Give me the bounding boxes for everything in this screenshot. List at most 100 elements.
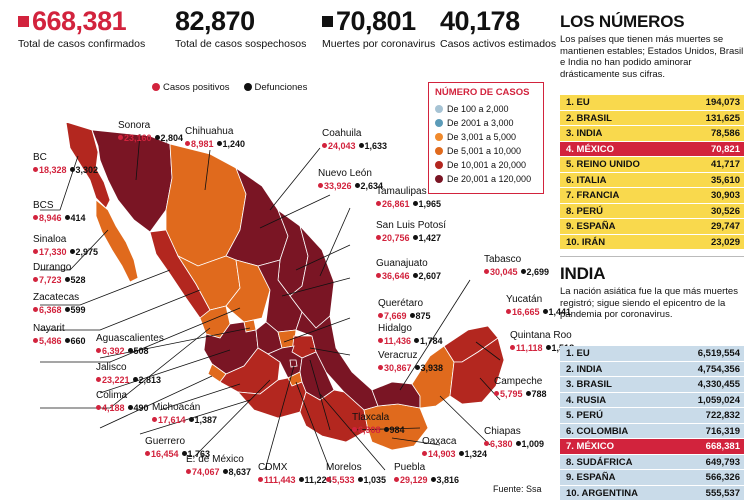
death-dot-icon	[69, 249, 75, 254]
range-dot-icon	[435, 161, 443, 169]
state-name: Guanajuato	[376, 258, 428, 269]
ranking-value: 78,586	[710, 128, 740, 139]
death-dot-icon	[64, 338, 70, 343]
state-label: Guanajuato 36,646 2,607	[376, 258, 441, 282]
state-values: 6,392 508	[96, 345, 164, 357]
range-dot-icon	[435, 105, 443, 113]
state-label: Zacatecas 6,368 599	[33, 292, 86, 316]
stat-deaths: 70,801 Muertes por coronavirus	[322, 6, 435, 51]
state-label: Tlaxcala 6,908 984	[352, 412, 405, 436]
state-label: Oaxaca 14,903 1,324	[422, 436, 487, 460]
state-deaths: 8,637	[228, 467, 252, 477]
state-name: Campeche	[494, 376, 543, 387]
positive-dot-icon	[33, 167, 38, 172]
positive-dot-icon	[422, 451, 427, 456]
death-dot-icon	[132, 377, 138, 382]
positive-dot-icon	[378, 313, 383, 318]
state-values: 74,067 8,637	[186, 466, 251, 478]
stat-value: 668,381	[18, 6, 145, 36]
death-dot-icon	[64, 307, 70, 312]
state-deaths: 2,607	[418, 271, 442, 281]
death-dot-icon	[414, 365, 420, 370]
stat-square-icon	[322, 16, 333, 27]
ranking-row: 3. INDIA 78,586	[560, 126, 744, 142]
ranking-country: 2. BRASIL	[566, 112, 612, 124]
positive-dot-icon	[352, 427, 357, 432]
state-values: 17,614 1,387	[152, 414, 217, 426]
death-dot-icon	[64, 277, 70, 282]
state-positives: 33,926	[324, 181, 352, 191]
state-name: Jalisco	[96, 362, 127, 373]
state-deaths: 984	[389, 425, 405, 435]
ranking-row: 4. MÉXICO 70,821	[560, 141, 744, 157]
stat-active-label: Casos activos estimados	[440, 38, 557, 50]
positive-dot-icon	[376, 273, 381, 278]
state-values: 8,981 1,240	[185, 138, 245, 150]
death-dot-icon	[412, 201, 418, 206]
state-label: Tabasco 30,045 2,699	[484, 254, 549, 278]
state-positives: 7,723	[39, 275, 62, 285]
positive-dot-icon	[33, 307, 38, 312]
state-label: Querétaro 7,669 875	[378, 298, 431, 322]
state-name: CDMX	[258, 462, 288, 473]
legend-range-row: De 5,001 a 10,000	[435, 144, 537, 158]
death-dot-icon	[414, 338, 420, 343]
ranking-row: 5. REINO UNIDO 41,717	[560, 157, 744, 173]
positive-dot-icon	[152, 417, 157, 422]
state-label: Puebla 29,129 3,816	[394, 462, 459, 486]
state-positives: 14,903	[428, 449, 456, 459]
positive-dot-icon	[186, 469, 191, 474]
state-values: 17,330 2,975	[33, 246, 98, 258]
india-description: La nación asiática fue la que más muerte…	[560, 286, 738, 320]
state-values: 29,129 3,816	[394, 474, 459, 486]
ranking-country: 5. PERÚ	[566, 410, 603, 421]
ranking-country: 7. FRANCIA	[566, 190, 620, 201]
stat-confirmed-label: Total de casos confirmados	[18, 38, 146, 50]
state-deaths: 2,699	[526, 267, 550, 277]
state-label: Chiapas 6,380 1,009	[484, 426, 544, 450]
state-name: BCS	[33, 200, 54, 211]
legend-range-label: De 2001 a 3,000	[447, 118, 514, 128]
state-label: Nayarit 5,486 660	[33, 323, 86, 347]
death-dot-icon	[412, 273, 418, 278]
ranking-row: 8. SUDÁFRICA 649,793	[560, 454, 744, 470]
legend-range-label: De 10,001 a 20,000	[447, 160, 527, 170]
state-values: 16,454 1,763	[145, 448, 210, 460]
state-positives: 23,160	[124, 133, 152, 143]
state-name: Chihuahua	[185, 126, 234, 137]
state-values: 111,443 11,224	[258, 474, 332, 486]
state-values: 6,380 1,009	[484, 438, 544, 450]
state-values: 7,723 528	[33, 274, 86, 286]
state-name: Tabasco	[484, 254, 522, 265]
state-values: 26,861 1,965	[376, 198, 441, 210]
state-label: E. de México 74,067 8,637	[186, 454, 251, 478]
death-dot-icon	[358, 143, 364, 148]
state-label: Sonora 23,160 2,804	[118, 120, 183, 144]
state-deaths: 1,965	[418, 199, 442, 209]
state-label: Hidalgo 11,436 1,784	[378, 323, 443, 347]
legend-range-row: De 3,001 a 5,000	[435, 130, 537, 144]
state-name: Sonora	[118, 120, 151, 131]
state-positives: 18,328	[39, 165, 67, 175]
state-positives: 5,533	[332, 475, 355, 485]
ranking-value: 41,717	[710, 159, 740, 170]
positive-dot-icon	[378, 365, 383, 370]
ranking-row: 9. ESPAÑA 566,326	[560, 470, 744, 486]
state-values: 33,926 2,634	[318, 180, 383, 192]
ranking-value: 1,059,024	[697, 394, 740, 406]
legend-range-label: De 3,001 a 5,000	[447, 132, 517, 142]
state-positives: 30,045	[490, 267, 518, 277]
death-dot-icon	[64, 215, 70, 220]
state-values: 5,486 660	[33, 335, 86, 347]
stat-deaths-value: 70,801	[336, 6, 416, 36]
region-cdmx	[289, 359, 298, 368]
death-dot-icon	[430, 477, 436, 482]
state-deaths: 660	[70, 336, 86, 346]
positive-dot-icon	[185, 141, 190, 146]
positive-dot-icon	[33, 215, 38, 220]
state-deaths: 2,813	[138, 375, 162, 385]
state-deaths: 2,634	[360, 181, 384, 191]
ranking-value: 23,029	[710, 236, 740, 248]
ranking-value: 131,625	[705, 112, 740, 124]
legend-range-label: De 20,001 a 120,000	[447, 174, 532, 184]
